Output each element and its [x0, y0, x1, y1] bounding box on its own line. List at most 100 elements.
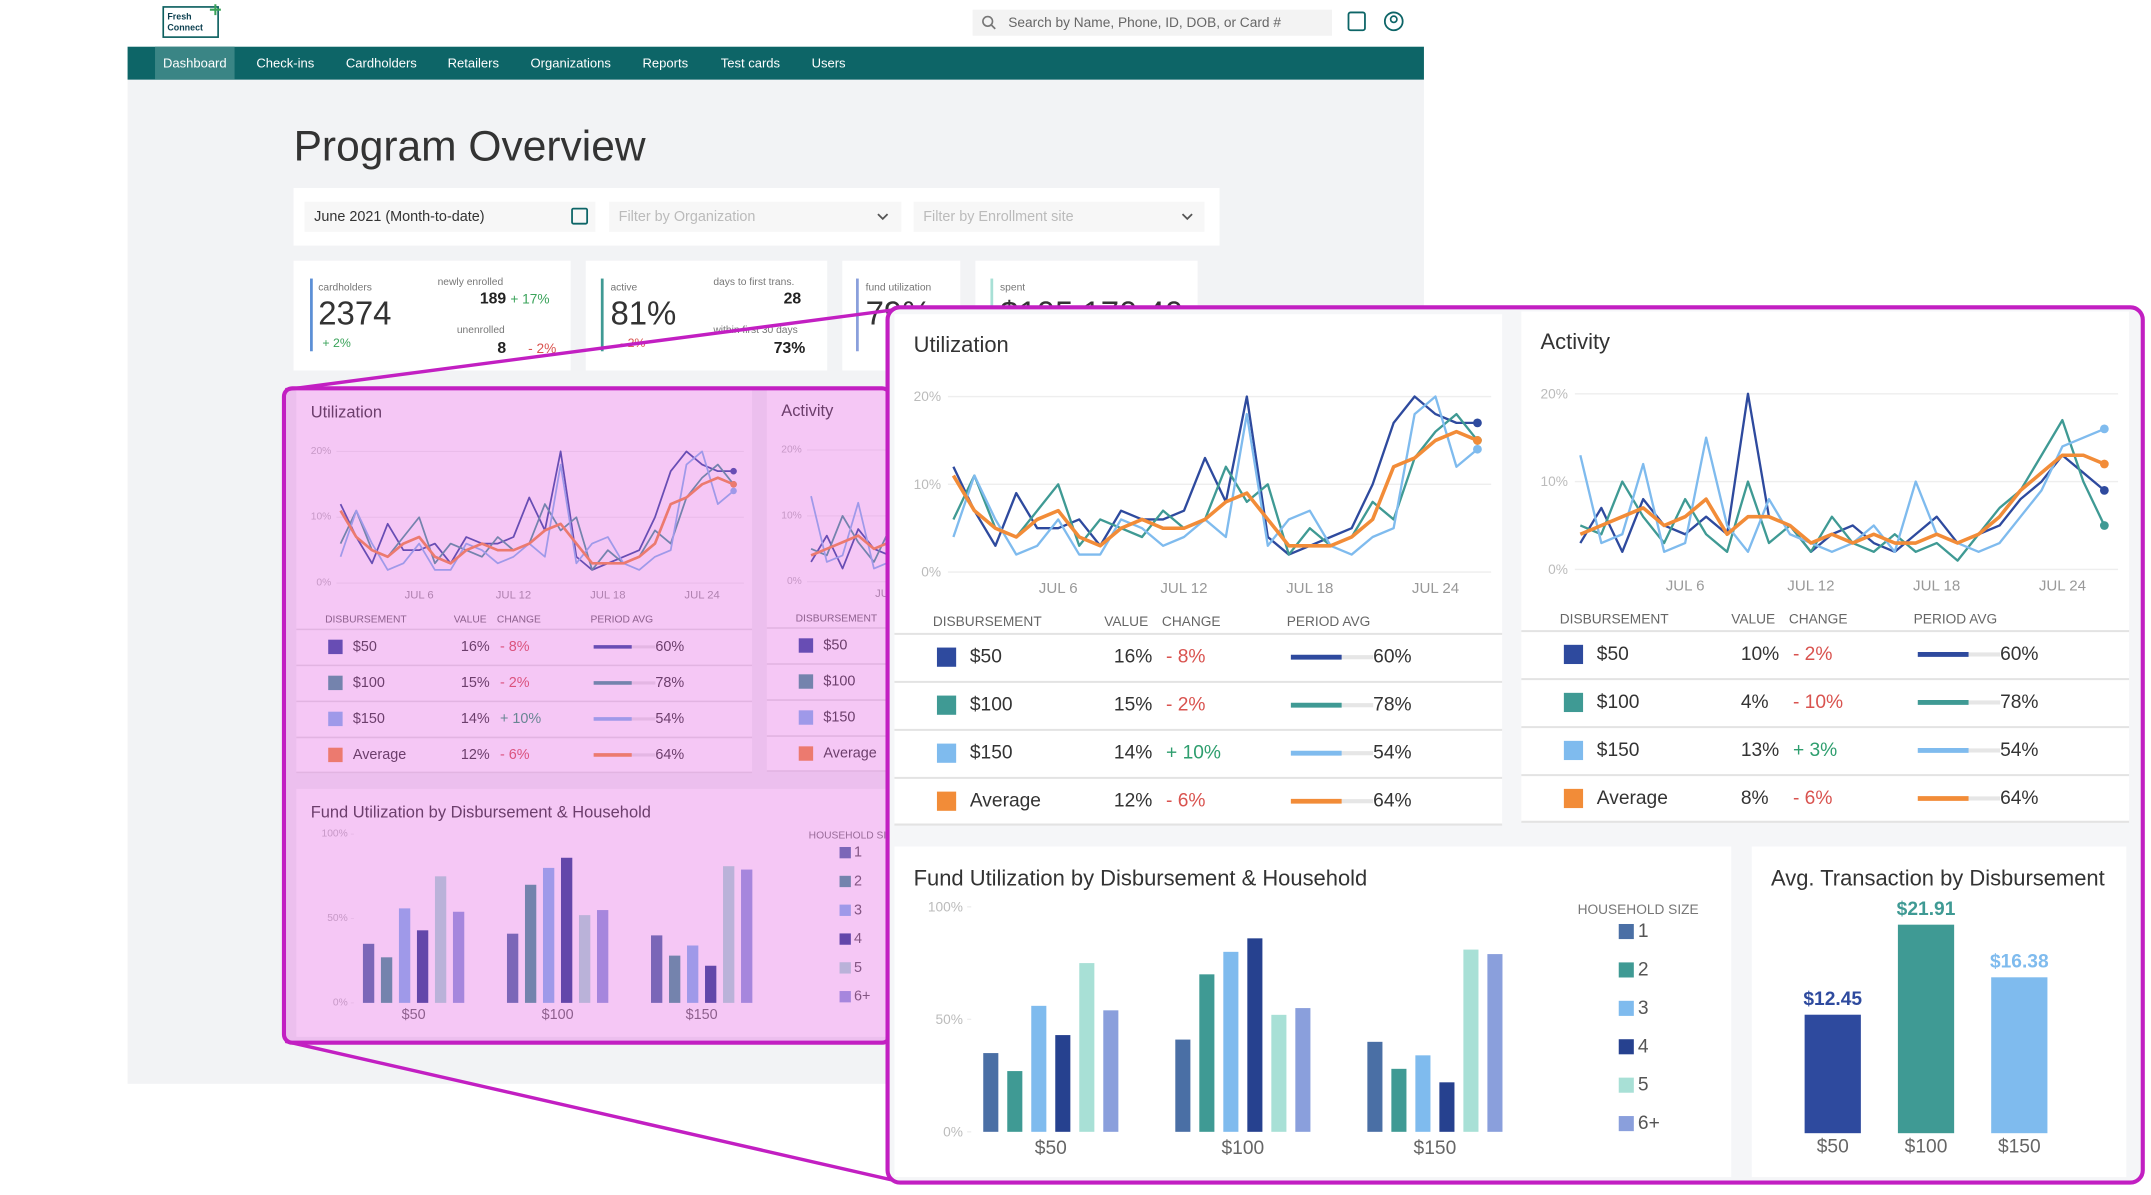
- legend-swatch: [328, 711, 343, 727]
- row-name: $50: [353, 639, 377, 655]
- logo-text: Connect: [167, 23, 203, 33]
- kpi-change: + 2%: [322, 336, 350, 350]
- legend-swatch: [798, 710, 814, 725]
- legend-swatch: [936, 647, 957, 667]
- logo-plus: [209, 4, 221, 16]
- date-filter-text: June 2021 (Month-to-date): [314, 209, 484, 225]
- site-filter[interactable]: [913, 201, 1205, 232]
- search-box[interactable]: [972, 9, 1333, 36]
- x-tick-label: $100: [1905, 1136, 1948, 1157]
- row-period-avg: 54%: [655, 711, 684, 727]
- bar: [1487, 954, 1503, 1132]
- y-tick-label: 0%: [1548, 562, 1568, 577]
- series-line: [952, 412, 1479, 556]
- bar: [1007, 1071, 1023, 1132]
- kpi-card: [585, 260, 828, 371]
- row-change: + 10%: [1166, 743, 1221, 764]
- kpi-card: [293, 260, 571, 371]
- panel: Fund Utilization by Disbursement & House…: [296, 788, 924, 1037]
- x-tick-label: $50: [1035, 1138, 1067, 1159]
- row-change: + 10%: [500, 711, 541, 727]
- bar: [1463, 949, 1479, 1132]
- bar: [741, 869, 753, 1003]
- bar: [1175, 1039, 1191, 1132]
- help-icon[interactable]: [1347, 11, 1366, 32]
- row-name: $150: [1597, 740, 1640, 761]
- date-filter[interactable]: [304, 201, 596, 232]
- row-change: - 6%: [500, 747, 530, 763]
- org-filter[interactable]: [609, 201, 902, 232]
- legend-swatch: [936, 743, 957, 763]
- nav-item[interactable]: Users: [812, 56, 846, 71]
- row-change: - 6%: [1793, 788, 1832, 809]
- kpi-label: cardholders: [318, 283, 372, 294]
- user-icon[interactable]: [1383, 11, 1404, 32]
- row-name: Average: [970, 791, 1041, 812]
- legend-swatch: [1563, 740, 1584, 761]
- y-tick-label: 10%: [781, 510, 802, 521]
- row-period-avg: 64%: [2000, 788, 2038, 809]
- row-name: $50: [823, 638, 847, 654]
- row-change: - 6%: [1166, 791, 1205, 812]
- y-tick-label: 20%: [781, 445, 802, 456]
- card: [1521, 311, 2130, 822]
- row-value: 8%: [1741, 788, 1769, 809]
- row-name: Average: [353, 747, 406, 763]
- nav-item[interactable]: Check-ins: [256, 56, 314, 71]
- bar: [1079, 963, 1095, 1132]
- series-line: [1579, 427, 2105, 553]
- row-period-avg: 60%: [2000, 644, 2038, 665]
- bar: [1103, 1010, 1119, 1132]
- x-tick-label: JUL 6: [1666, 577, 1705, 594]
- y-tick-label: 20%: [1541, 386, 1568, 401]
- bar: [723, 866, 735, 1003]
- legend-swatch: [1618, 1077, 1634, 1093]
- series-line: [952, 395, 1479, 556]
- y-tick-label: 50%: [936, 1012, 963, 1027]
- nav-item[interactable]: Organizations: [531, 56, 612, 71]
- table-header: DISBURSEMENT: [796, 613, 878, 624]
- row-period-avg: 64%: [1373, 791, 1411, 812]
- bar: [542, 867, 555, 1003]
- row-value: 13%: [1741, 740, 1779, 761]
- legend-swatch: [936, 791, 957, 811]
- card-title: Avg. Transaction by Disbursement: [1771, 866, 2105, 891]
- nav-item[interactable]: Dashboard: [163, 56, 227, 71]
- legend-label: 5: [1638, 1075, 1649, 1096]
- x-tick-label: JUL 18: [1286, 580, 1333, 597]
- bar: [452, 911, 465, 1003]
- legend-label: 6+: [854, 989, 870, 1005]
- card-title: Utilization: [914, 332, 1009, 357]
- row-name: $150: [823, 710, 855, 726]
- x-tick-label: $100: [542, 1007, 574, 1023]
- row-value: 12%: [1114, 791, 1152, 812]
- kpi-sub-value: 8: [497, 340, 506, 357]
- bar: [560, 857, 573, 1003]
- series-line: [1579, 453, 2106, 545]
- legend-swatch: [1618, 1000, 1634, 1016]
- value-label: $12.45: [1803, 989, 1862, 1010]
- series-end-dot: [2099, 459, 2109, 469]
- nav-item[interactable]: Cardholders: [346, 56, 417, 71]
- kpi-sub-label: newly enrolled: [438, 277, 504, 288]
- series-end-dot: [730, 481, 737, 488]
- legend-swatch: [1563, 788, 1584, 809]
- series-line: [952, 395, 1478, 556]
- row-period-avg: 54%: [1373, 743, 1411, 764]
- row-change: - 8%: [500, 639, 530, 655]
- legend-label: 1: [854, 845, 862, 861]
- kpi-sub-label: unenrolled: [457, 325, 505, 336]
- row-period-avg: 60%: [655, 639, 684, 655]
- nav-item[interactable]: Test cards: [721, 56, 781, 71]
- bar: [1199, 974, 1215, 1132]
- card-title: Activity: [1541, 329, 1611, 354]
- bar: [1991, 977, 2048, 1134]
- row-name: Average: [1597, 788, 1668, 809]
- nav-item[interactable]: Retailers: [448, 56, 500, 71]
- legend-swatch: [798, 638, 814, 653]
- nav-item[interactable]: Reports: [643, 56, 689, 71]
- row-change: - 8%: [1166, 647, 1205, 668]
- legend-swatch: [1563, 692, 1584, 713]
- table-header: VALUE: [1104, 614, 1148, 629]
- series-line: [951, 429, 1479, 548]
